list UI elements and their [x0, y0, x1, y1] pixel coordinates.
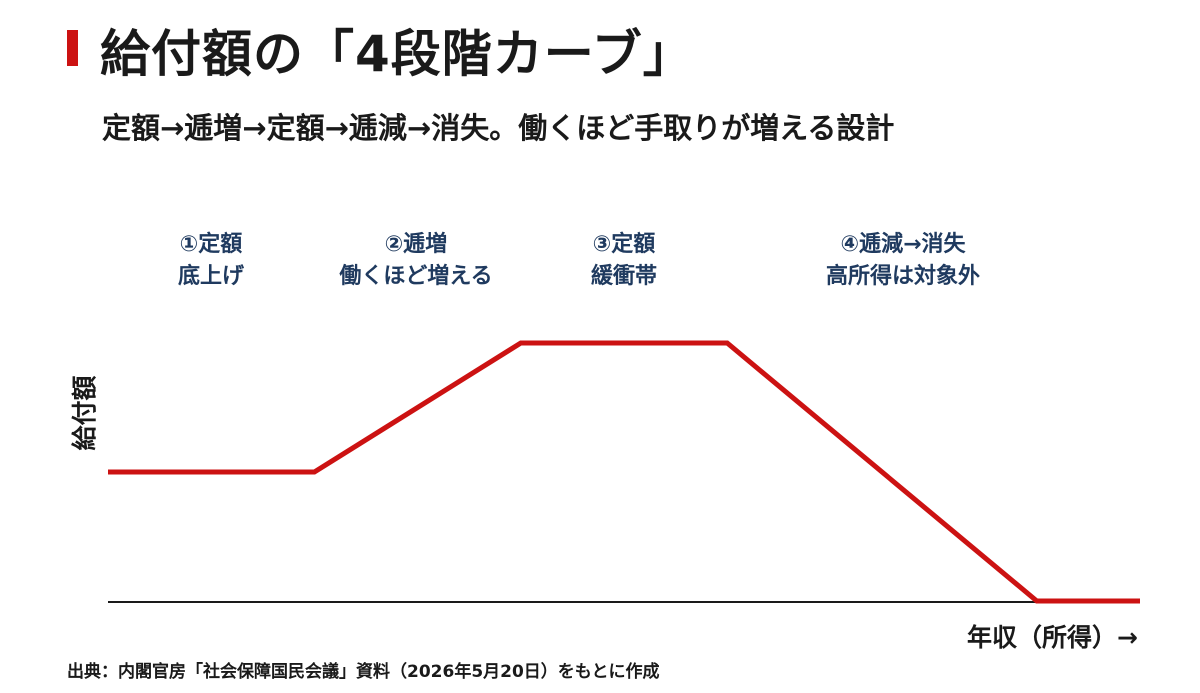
phase-label-2-line2: 働くほど増える: [339, 264, 493, 289]
page-subtitle: 定額→逓増→定額→逓減→消失。働くほど手取りが増える設計: [102, 111, 895, 145]
series-line-1: [108, 340, 1140, 604]
phase-label-4-line2: 高所得は対象外: [825, 264, 981, 289]
phase-label-4-line1: ④逓減→消失: [840, 232, 966, 257]
y-axis-label: 給付額: [70, 375, 99, 451]
phase-label-1-line2: 底上げ: [177, 264, 245, 289]
phase-label-4: ④逓減→消失 高所得は対象外: [826, 229, 980, 293]
source-note: 出典：内閣官房「社会保障国民会議」資料（2026年5月20日）をもとに作成: [67, 662, 660, 682]
page-title: 給付額の「4段階カーブ」: [100, 25, 694, 83]
phase-label-3-line1: ③定額: [592, 232, 656, 257]
x-axis-label: 年収（所得）→: [967, 623, 1138, 652]
phase-label-1-line1: ①定額: [179, 232, 243, 257]
phase-label-2: ②逓増 働くほど増える: [339, 229, 492, 293]
series-group: [108, 340, 1140, 604]
phase-label-3: ③定額 緩衝帯: [591, 229, 657, 293]
phase-label-1: ①定額 底上げ: [178, 229, 244, 293]
phase-label-3-line2: 緩衝帯: [590, 264, 658, 289]
phase-label-2-line1: ②逓増: [384, 232, 448, 257]
title-accent-bar: [67, 30, 78, 66]
